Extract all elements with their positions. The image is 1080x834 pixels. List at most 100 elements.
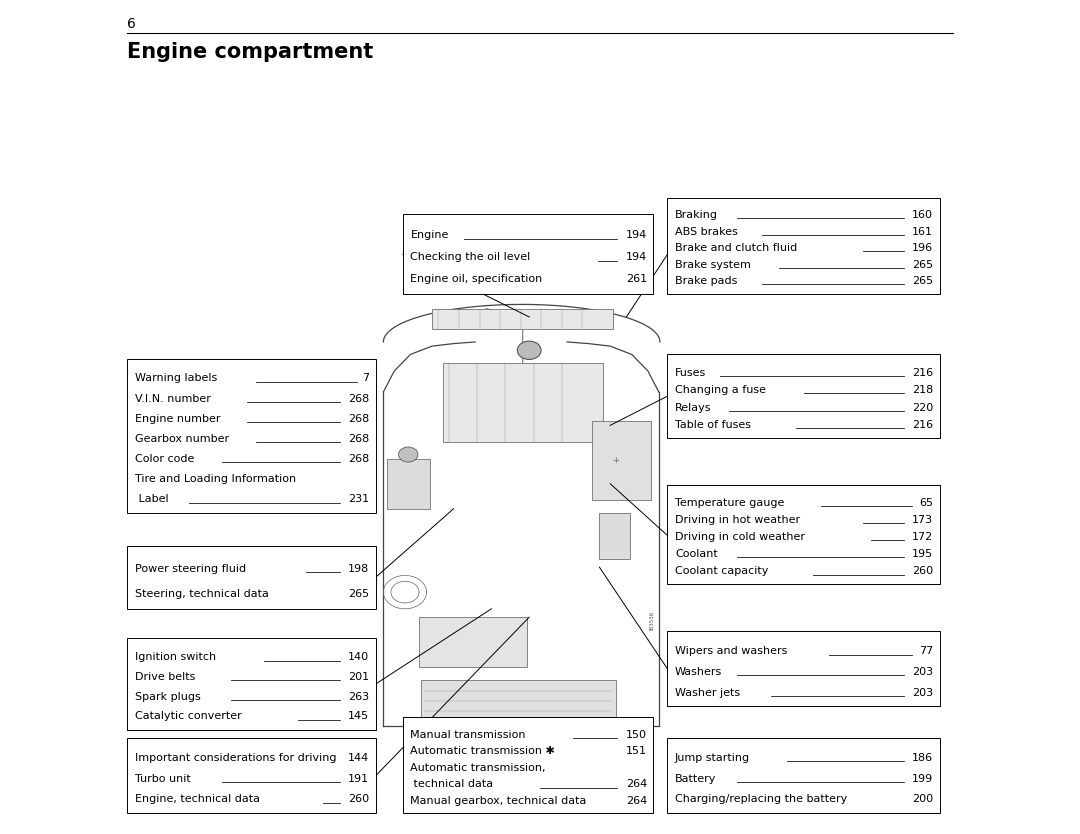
Text: Color code: Color code [135, 454, 194, 464]
Bar [403, 214, 653, 294]
Bar [667, 631, 940, 706]
Text: +: + [612, 456, 619, 465]
Text: Tire and Loading Information: Tire and Loading Information [135, 474, 296, 484]
Text: Engine oil, specification: Engine oil, specification [410, 274, 542, 284]
Text: Engine: Engine [410, 230, 449, 240]
Text: 265: 265 [912, 259, 933, 269]
Text: 6: 6 [127, 17, 136, 31]
Bar [127, 359, 376, 513]
Text: Engine, technical data: Engine, technical data [135, 794, 260, 804]
Text: 196: 196 [912, 243, 933, 253]
Text: Engine number: Engine number [135, 414, 220, 424]
Text: Charging/replacing the battery: Charging/replacing the battery [675, 794, 847, 804]
Text: V.I.N. number: V.I.N. number [135, 394, 211, 404]
Text: 203: 203 [912, 687, 933, 697]
Text: Washer jets: Washer jets [675, 687, 740, 697]
Text: Warning labels: Warning labels [135, 374, 217, 384]
Text: 172: 172 [912, 532, 933, 542]
Bar [432, 309, 613, 329]
Text: Automatic transmission,: Automatic transmission, [410, 762, 545, 772]
Text: 194: 194 [625, 252, 647, 262]
Text: 220: 220 [912, 403, 933, 413]
Text: 265: 265 [348, 589, 369, 599]
Text: 263: 263 [348, 691, 369, 701]
Text: Power steering fluid: Power steering fluid [135, 564, 246, 574]
Text: 261: 261 [625, 274, 647, 284]
Text: Brake pads: Brake pads [675, 276, 738, 286]
Text: 216: 216 [912, 420, 933, 430]
Text: IB3536: IB3536 [649, 610, 654, 630]
Text: 216: 216 [912, 368, 933, 378]
Bar [127, 638, 376, 730]
Text: Important considerations for driving: Important considerations for driving [135, 753, 337, 763]
Text: 268: 268 [348, 434, 369, 444]
Text: 201: 201 [348, 672, 369, 682]
Text: 195: 195 [912, 549, 933, 559]
Text: 231: 231 [348, 495, 369, 505]
Text: Manual transmission: Manual transmission [410, 730, 526, 740]
Text: 268: 268 [348, 394, 369, 404]
Text: 160: 160 [913, 210, 933, 220]
Text: Automatic transmission ✱: Automatic transmission ✱ [410, 746, 555, 756]
Text: Temperature gauge: Temperature gauge [675, 498, 784, 508]
Text: 145: 145 [348, 711, 369, 721]
Text: 199: 199 [912, 774, 933, 784]
Text: Turbo unit: Turbo unit [135, 774, 191, 784]
Text: Engine compartment: Engine compartment [127, 42, 374, 62]
Text: Brake system: Brake system [675, 259, 751, 269]
Text: 150: 150 [626, 730, 647, 740]
Text: 186: 186 [912, 753, 933, 763]
Text: 268: 268 [348, 414, 369, 424]
Text: Steering, technical data: Steering, technical data [135, 589, 269, 599]
Bar [419, 617, 527, 667]
Text: Changing a fuse: Changing a fuse [675, 385, 766, 395]
Bar [387, 459, 430, 509]
Circle shape [517, 341, 541, 359]
Text: Manual gearbox, technical data: Manual gearbox, technical data [410, 796, 586, 806]
Bar [592, 421, 651, 500]
Text: 7: 7 [362, 374, 369, 384]
Text: 203: 203 [912, 667, 933, 677]
Text: 194: 194 [625, 230, 647, 240]
Text: Coolant: Coolant [675, 549, 718, 559]
Bar [403, 717, 653, 813]
Text: Checking the oil level: Checking the oil level [410, 252, 530, 262]
Text: 260: 260 [912, 566, 933, 576]
Text: 140: 140 [348, 652, 369, 662]
Bar [667, 354, 940, 438]
Text: Catalytic converter: Catalytic converter [135, 711, 242, 721]
Text: 218: 218 [912, 385, 933, 395]
Text: Brake and clutch fluid: Brake and clutch fluid [675, 243, 797, 253]
Text: Jump starting: Jump starting [675, 753, 751, 763]
Text: 65: 65 [919, 498, 933, 508]
Text: Driving in cold weather: Driving in cold weather [675, 532, 805, 542]
Text: Battery: Battery [675, 774, 716, 784]
Text: Braking: Braking [675, 210, 718, 220]
Text: Ignition switch: Ignition switch [135, 652, 216, 662]
Text: Spark plugs: Spark plugs [135, 691, 201, 701]
Text: technical data: technical data [410, 779, 494, 789]
Text: 268: 268 [348, 454, 369, 464]
Text: Table of fuses: Table of fuses [675, 420, 751, 430]
Text: ABS brakes: ABS brakes [675, 227, 738, 237]
Bar [667, 738, 940, 813]
Bar [667, 198, 940, 294]
Text: 151: 151 [626, 746, 647, 756]
Bar [443, 363, 603, 442]
Bar [599, 513, 630, 559]
Text: Gearbox number: Gearbox number [135, 434, 229, 444]
Text: Drive belts: Drive belts [135, 672, 195, 682]
Text: 260: 260 [348, 794, 369, 804]
Bar [667, 485, 940, 584]
Text: 198: 198 [348, 564, 369, 574]
Text: 161: 161 [913, 227, 933, 237]
Text: 265: 265 [912, 276, 933, 286]
Text: 264: 264 [625, 779, 647, 789]
Circle shape [399, 447, 418, 462]
Bar [127, 738, 376, 813]
Bar [421, 680, 616, 717]
Bar [127, 546, 376, 609]
Text: 144: 144 [348, 753, 369, 763]
Text: Driving in hot weather: Driving in hot weather [675, 515, 800, 525]
Text: 264: 264 [625, 796, 647, 806]
